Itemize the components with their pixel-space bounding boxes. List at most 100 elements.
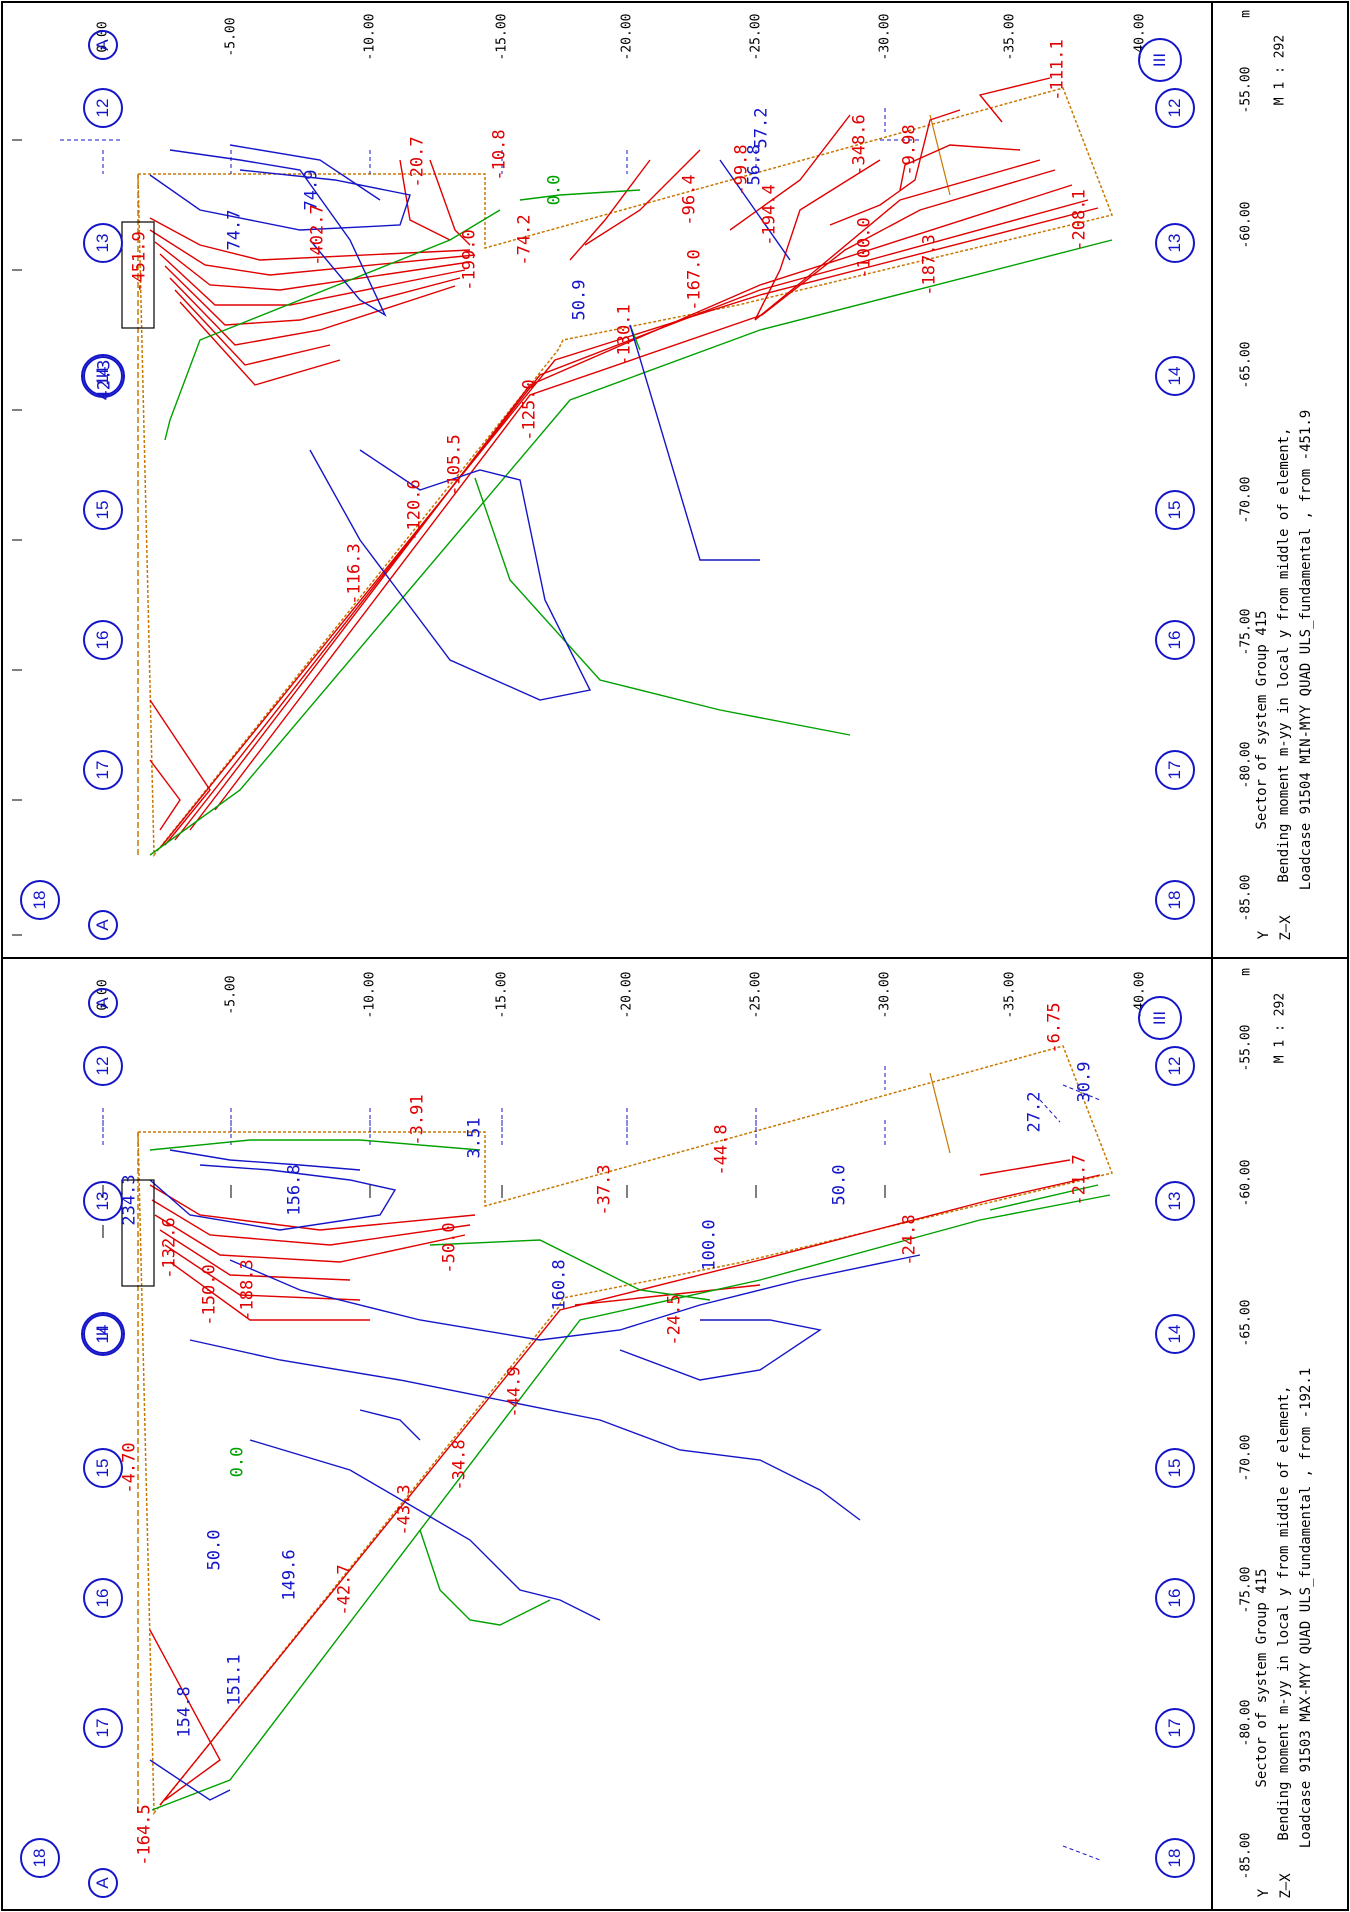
contour-label: 27.2 — [1024, 1091, 1045, 1133]
contour-label: -208.1 — [1069, 189, 1090, 251]
contour-label: -130.1 — [614, 304, 635, 366]
contour-label: 50.0 — [204, 1529, 225, 1571]
grid-bubble: 17 — [1155, 750, 1195, 790]
contour-label: -188.3 — [237, 1259, 258, 1321]
contour-label: -3.91 — [407, 1094, 428, 1146]
contour-label: 50.9 — [569, 279, 590, 321]
y-tick: -10.00 — [362, 13, 378, 61]
caption-line1: Sector of system Group 415 — [1254, 1568, 1270, 1788]
contour-label: -44.8 — [711, 1124, 732, 1176]
contour-label: -132.6 — [159, 1217, 180, 1279]
axis-unit: m — [1238, 968, 1254, 976]
contour-label: -125.0 — [519, 379, 540, 441]
grid-bubble: 12 — [83, 88, 123, 128]
y-tick: -10.00 — [362, 971, 378, 1019]
contour-label: -199.0 — [459, 229, 480, 291]
grid-bubble: 17 — [83, 1708, 123, 1748]
contour-label: -20.7 — [407, 136, 428, 188]
caption-line3: Loadcase 91504 MIN-MYY QUAD ULS_fundamen… — [1298, 409, 1314, 891]
grid-bubble: 16 — [1155, 620, 1195, 660]
grid-bubble-A: A — [88, 988, 118, 1018]
x-tick: -70.00 — [1238, 476, 1254, 524]
x-tick: -70.00 — [1238, 1434, 1254, 1482]
contour-label: 56.8 — [744, 144, 765, 186]
contour-label: -4.70 — [119, 1442, 140, 1494]
x-tick: -55.00 — [1238, 1024, 1254, 1072]
contour-label: 42.3 — [94, 359, 115, 401]
contour-label: 160.8 — [549, 1259, 570, 1311]
contour-label: -50.0 — [439, 1222, 460, 1274]
contour-label: -105.5 — [444, 434, 465, 496]
contour-label: -34.8 — [449, 1439, 470, 1491]
grid-bubble-A: A — [88, 1868, 118, 1898]
axes-zx: Z—X — [1278, 915, 1294, 941]
contour-label: 151.1 — [224, 1654, 245, 1706]
y-tick: -5.00 — [223, 975, 239, 1015]
y-tick: -5.00 — [223, 17, 239, 57]
contour-label: 74.7 — [224, 209, 245, 251]
panel-min-drawing — [12, 77, 1114, 1198]
contour-label: 0.0 — [544, 174, 565, 206]
y-tick: -20.00 — [619, 971, 635, 1019]
x-tick: -85.00 — [1238, 874, 1254, 922]
contour-label: -116.3 — [344, 543, 365, 605]
contour-label: -164.5 — [134, 1804, 155, 1866]
caption-line2: Bending moment m-yy in local y from midd… — [1276, 427, 1292, 883]
contour-label: 57.2 — [751, 107, 772, 149]
grid-bubble-A: A — [88, 910, 118, 940]
scale-label: M 1 : 292 — [1272, 34, 1288, 106]
grid-bubble: 18 — [20, 1838, 60, 1878]
axis-unit: m — [1238, 10, 1254, 18]
contour-label: -167.0 — [684, 249, 705, 311]
grid-bubble: 15 — [83, 490, 123, 530]
grid-bubble: 14 — [1155, 1314, 1195, 1354]
y-tick: -15.00 — [494, 971, 510, 1019]
x-tick: -60.00 — [1238, 201, 1254, 249]
grid-bubble-III: III — [1138, 996, 1182, 1040]
grid-bubble: 17 — [83, 750, 123, 790]
contour-label: -21.7 — [1069, 1154, 1090, 1206]
grid-bubble: 12 — [1155, 88, 1195, 128]
caption-line2: Bending moment m-yy in local y from midd… — [1276, 1385, 1292, 1841]
contour-label: 149.6 — [279, 1549, 300, 1601]
grid-bubble: 15 — [1155, 1448, 1195, 1488]
contour-label: -194.4 — [759, 184, 780, 246]
contour-label: -42.7 — [334, 1564, 355, 1616]
y-tick: -15.00 — [494, 13, 510, 61]
grid-bubble: 12 — [1155, 1046, 1195, 1086]
contour-label: -74.2 — [514, 214, 535, 266]
y-tick: -35.00 — [1002, 13, 1018, 61]
caption-line3: Loadcase 91503 MAX-MYY QUAD ULS_fundamen… — [1298, 1367, 1314, 1849]
grid-bubble: 13 — [83, 1181, 123, 1221]
axes-y: Y — [1256, 930, 1272, 940]
contour-label: -44.9 — [504, 1366, 525, 1418]
grid-bubble-A: A — [88, 30, 118, 60]
x-tick: -65.00 — [1238, 341, 1254, 389]
grid-bubble: 18 — [20, 880, 60, 920]
contour-label: -120.6 — [404, 479, 425, 541]
y-tick: -30.00 — [877, 13, 893, 61]
grid-bubble-III: III — [81, 354, 125, 398]
contour-label: -402.7 — [307, 204, 328, 266]
x-tick: -75.00 — [1238, 608, 1254, 656]
x-tick: -80.00 — [1238, 1699, 1254, 1747]
grid-bubble: 16 — [83, 1578, 123, 1618]
contour-label: -24.8 — [899, 1214, 920, 1266]
contour-label: -37.3 — [594, 1164, 615, 1216]
grid-bubble: 13 — [1155, 1181, 1195, 1221]
contour-label: 3.51 — [464, 1117, 485, 1159]
x-tick: -80.00 — [1238, 741, 1254, 789]
x-tick: -85.00 — [1238, 1832, 1254, 1880]
y-tick: -35.00 — [1002, 971, 1018, 1019]
x-tick: -75.00 — [1238, 1566, 1254, 1614]
grid-bubble: 18 — [1155, 1838, 1195, 1878]
scale-label: M 1 : 292 — [1272, 992, 1288, 1064]
y-tick: -25.00 — [748, 13, 764, 61]
contour-label: 100.0 — [699, 1219, 720, 1271]
contour-label: -451.9 — [129, 231, 150, 293]
x-tick: -60.00 — [1238, 1159, 1254, 1207]
caption-line1: Sector of system Group 415 — [1254, 610, 1270, 830]
contour-label: 30.9 — [1074, 1061, 1095, 1103]
contour-label: -6.75 — [1044, 1002, 1065, 1054]
